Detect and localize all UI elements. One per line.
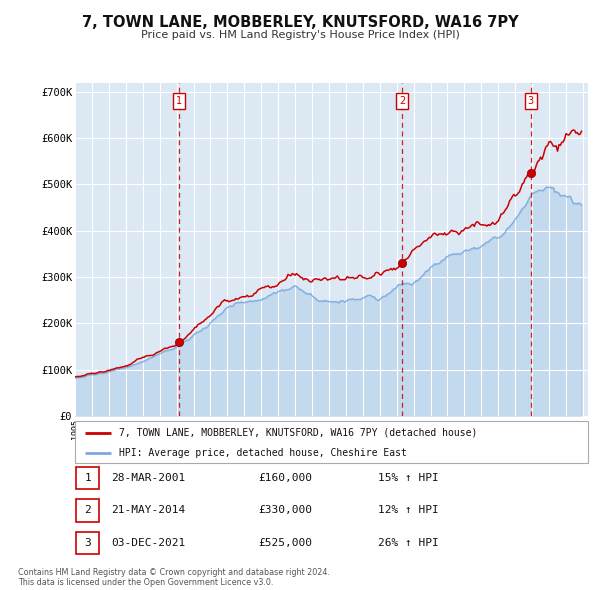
Text: £330,000: £330,000 bbox=[258, 506, 312, 515]
Text: 21-MAY-2014: 21-MAY-2014 bbox=[111, 506, 185, 515]
Text: 7, TOWN LANE, MOBBERLEY, KNUTSFORD, WA16 7PY: 7, TOWN LANE, MOBBERLEY, KNUTSFORD, WA16… bbox=[82, 15, 518, 30]
Text: 12% ↑ HPI: 12% ↑ HPI bbox=[378, 506, 439, 515]
FancyBboxPatch shape bbox=[76, 532, 99, 554]
Text: Contains HM Land Registry data © Crown copyright and database right 2024.
This d: Contains HM Land Registry data © Crown c… bbox=[18, 568, 330, 587]
Text: 26% ↑ HPI: 26% ↑ HPI bbox=[378, 538, 439, 548]
FancyBboxPatch shape bbox=[76, 467, 99, 489]
Text: £525,000: £525,000 bbox=[258, 538, 312, 548]
Text: 15% ↑ HPI: 15% ↑ HPI bbox=[378, 473, 439, 483]
Text: £160,000: £160,000 bbox=[258, 473, 312, 483]
Text: 2: 2 bbox=[84, 506, 91, 515]
Text: 2: 2 bbox=[399, 96, 406, 106]
Text: HPI: Average price, detached house, Cheshire East: HPI: Average price, detached house, Ches… bbox=[119, 448, 406, 457]
Text: 3: 3 bbox=[527, 96, 534, 106]
Text: 03-DEC-2021: 03-DEC-2021 bbox=[111, 538, 185, 548]
Text: 3: 3 bbox=[84, 538, 91, 548]
Text: 1: 1 bbox=[84, 473, 91, 483]
Text: Price paid vs. HM Land Registry's House Price Index (HPI): Price paid vs. HM Land Registry's House … bbox=[140, 30, 460, 40]
FancyBboxPatch shape bbox=[76, 499, 99, 522]
Text: 28-MAR-2001: 28-MAR-2001 bbox=[111, 473, 185, 483]
Text: 7, TOWN LANE, MOBBERLEY, KNUTSFORD, WA16 7PY (detached house): 7, TOWN LANE, MOBBERLEY, KNUTSFORD, WA16… bbox=[119, 428, 477, 438]
Text: 1: 1 bbox=[176, 96, 182, 106]
FancyBboxPatch shape bbox=[75, 421, 588, 463]
